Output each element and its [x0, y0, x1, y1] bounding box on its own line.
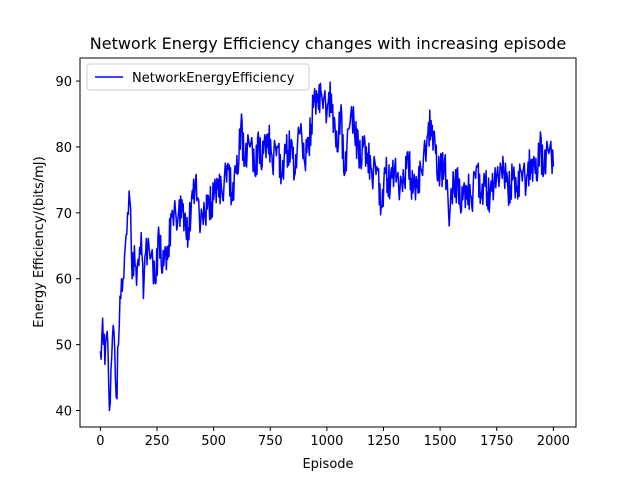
axes-frame: [79, 57, 577, 428]
y-axis-title: Energy Efficiency/(bits/mJ): [32, 156, 47, 327]
series-line-0: [99, 81, 555, 412]
y-tick-label: 50: [55, 339, 72, 354]
x-tick-label: 500: [201, 434, 226, 449]
x-axis-title: Episode: [302, 457, 353, 472]
x-tick-label: 250: [145, 434, 170, 449]
plot-area: [99, 81, 555, 412]
axes: 0 250 500 750 1000 1250 1500 1750 2000 40 50 60 70 80…: [55, 57, 577, 449]
legend-box: [86, 63, 310, 91]
x-tick-label: 1500: [424, 434, 457, 449]
y-tick-label: 60: [55, 273, 72, 288]
y-tick-label: 80: [55, 141, 72, 156]
y-tick-label: 70: [55, 207, 72, 222]
x-tick-label: 1750: [480, 434, 513, 449]
y-tick-label: 90: [55, 75, 72, 90]
x-tick-label: 0: [96, 434, 104, 449]
x-tick-label: 2000: [537, 434, 570, 449]
legend-label: NetworkEnergyEfficiency: [132, 71, 295, 86]
x-tick-label: 1250: [367, 434, 400, 449]
x-tick-label: 1000: [310, 434, 343, 449]
y-tick-label: 40: [55, 405, 72, 420]
chart-title: Network Energy Efficiency changes with i…: [90, 34, 566, 53]
legend: NetworkEnergyEfficiency: [86, 63, 310, 91]
x-tick-label: 750: [258, 434, 283, 449]
